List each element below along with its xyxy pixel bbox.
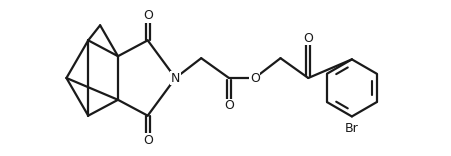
- Text: O: O: [143, 9, 152, 22]
- Text: O: O: [143, 134, 152, 147]
- Text: O: O: [249, 71, 259, 85]
- Text: O: O: [303, 32, 313, 45]
- Text: O: O: [224, 99, 234, 112]
- Text: Br: Br: [344, 122, 358, 135]
- Text: N: N: [170, 71, 180, 85]
